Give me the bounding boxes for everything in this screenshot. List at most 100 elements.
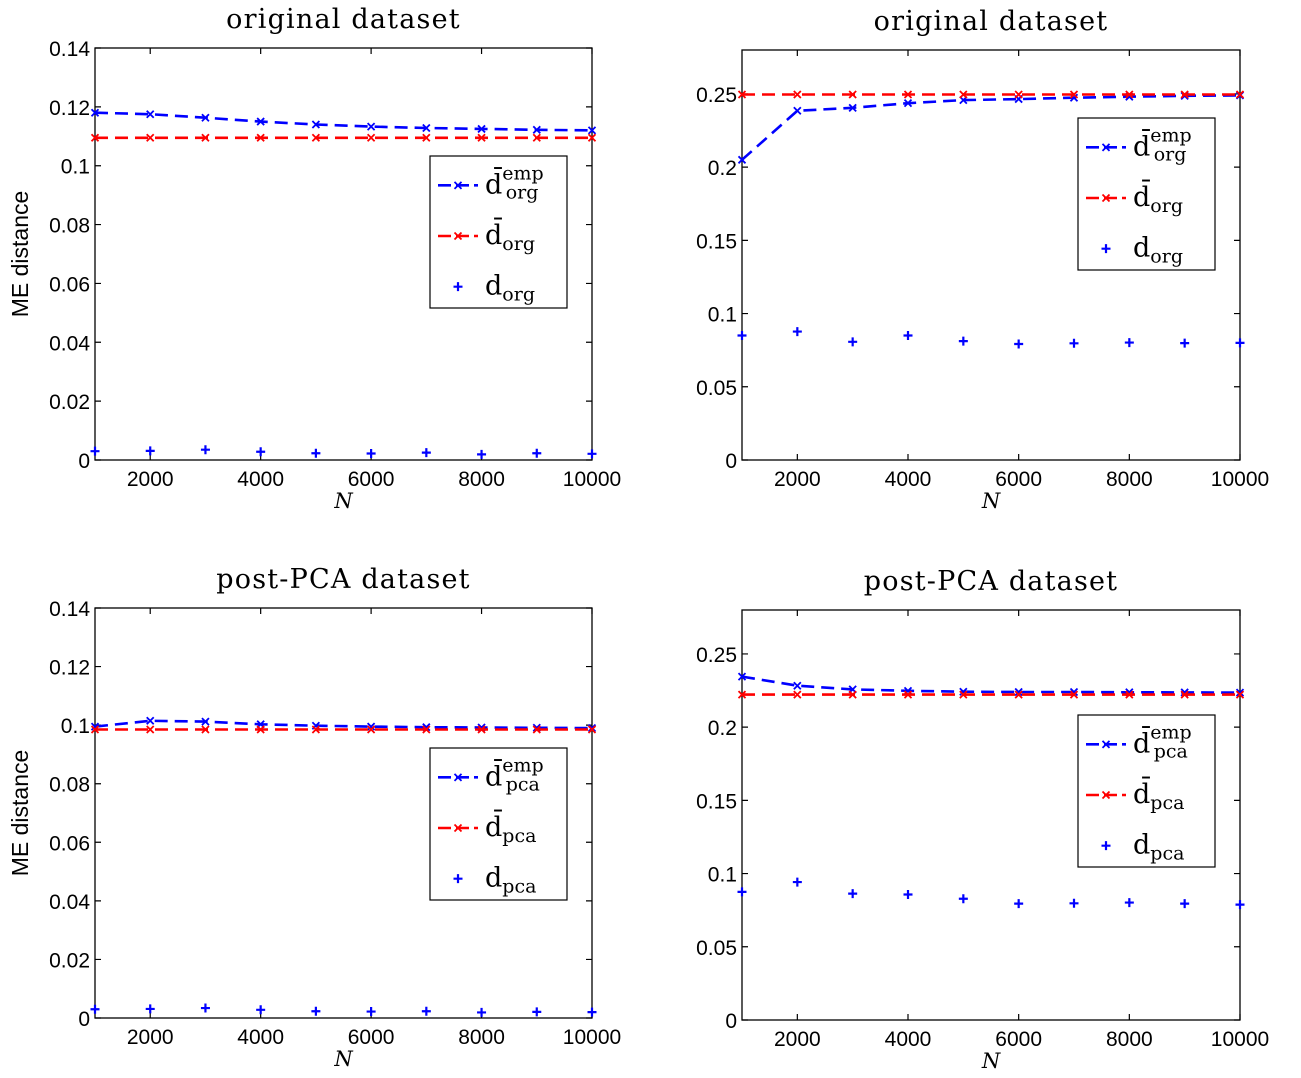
legend-entry: d̄pca: [485, 808, 536, 847]
y-axis-label: ME distance: [7, 191, 33, 318]
y-tick-label: 0.12: [49, 657, 90, 680]
legend-entry: dorg: [1133, 233, 1183, 268]
legend-marker: [453, 823, 463, 833]
data-point: [421, 448, 431, 458]
legend-entry: d̄org: [485, 216, 535, 255]
data-point: [201, 133, 210, 142]
x-tick-label: 6000: [348, 468, 395, 491]
data-point: [311, 1006, 321, 1016]
data-point: [477, 124, 486, 134]
data-point: [532, 725, 541, 734]
data-point: [848, 889, 858, 899]
data-point: [587, 723, 597, 733]
y-tick-label: 0.02: [49, 949, 90, 972]
data-point: [1069, 690, 1079, 699]
y-tick-label: 0.08: [49, 215, 90, 238]
y-tick-label: 0.08: [49, 774, 90, 797]
x-tick-label: 10000: [563, 1026, 621, 1049]
x-tick-label: 4000: [885, 1028, 932, 1051]
x-axis-label: N: [981, 1049, 1001, 1073]
subplot-2: post-PCA dataset 0 0.02 0.04 0.06 0.08 0.1 0.12…: [7, 564, 621, 1071]
x-axis-label: N: [333, 489, 353, 513]
data-point: [366, 722, 376, 731]
data-point: [1125, 690, 1134, 699]
y-axis-label: ME distance: [7, 750, 33, 877]
x-tick-label: 4000: [885, 468, 932, 491]
legend-entry: d̄org: [1133, 178, 1183, 217]
legend-entry: dorg: [485, 271, 535, 306]
series-0: [737, 672, 1245, 697]
series-1: [737, 690, 1245, 699]
legend-marker: [453, 231, 463, 241]
legend-marker: [1101, 740, 1111, 749]
y-tick-label: 0.1: [708, 864, 737, 887]
data-point: [587, 449, 597, 459]
data-point: [532, 1007, 542, 1017]
data-point: [1014, 90, 1023, 99]
data-point: [1235, 688, 1245, 697]
y-tick-label: 0.14: [49, 598, 90, 621]
data-point: [532, 448, 542, 458]
data-point: [90, 725, 100, 734]
data-point: [737, 690, 747, 699]
y-tick-label: 0.06: [49, 273, 90, 296]
legend-entry: d̄emp pca: [485, 754, 544, 795]
data-point: [792, 877, 802, 887]
data-point: [1235, 338, 1245, 348]
data-point: [311, 725, 321, 734]
data-point: [587, 1007, 597, 1017]
y-tick-label: 0.04: [49, 891, 90, 914]
data-point: [145, 1004, 155, 1014]
subplot-1: original dataset 0 0.05 0.1 0.15 0.2 0.25 2000 4…: [696, 6, 1269, 513]
data-point: [90, 108, 100, 117]
y-tick-label: 0.1: [61, 715, 90, 738]
data-point: [366, 725, 376, 734]
plot-frame: [741, 609, 1241, 1021]
data-point: [146, 716, 155, 725]
data-point: [146, 110, 155, 119]
x-tick-label: 2000: [774, 468, 821, 491]
data-point: [90, 1004, 100, 1014]
data-point: [256, 447, 266, 457]
series-line: [94, 719, 593, 730]
y-tick-label: 0.12: [49, 97, 90, 120]
series-2: [737, 327, 1245, 349]
data-point: [737, 155, 747, 164]
x-tick-label: 6000: [348, 1026, 395, 1049]
subplot-3: post-PCA dataset 0 0.05 0.1 0.15 0.2 0.25 2000 4…: [696, 566, 1269, 1073]
series-0: [90, 716, 597, 733]
data-point: [532, 125, 541, 134]
data-point: [145, 446, 155, 456]
legend-entry: d̄pca: [1133, 775, 1184, 814]
plot-frame: [741, 49, 1241, 461]
legend-box: [1077, 714, 1216, 868]
y-tick-label: 0.05: [696, 377, 737, 400]
plot-frame: [94, 607, 593, 1019]
data-point: [477, 133, 486, 142]
data-point: [1069, 338, 1079, 348]
x-tick-label: 10000: [1211, 468, 1269, 491]
data-point: [793, 106, 802, 115]
data-point: [1125, 90, 1134, 99]
data-point: [1014, 899, 1024, 909]
data-point: [1180, 690, 1189, 699]
series-line: [741, 675, 1241, 694]
data-point: [422, 133, 431, 142]
plot-frame: [94, 47, 593, 461]
data-point: [311, 448, 321, 458]
data-point: [256, 1005, 266, 1015]
data-point: [848, 103, 857, 112]
data-point: [311, 120, 321, 129]
data-point: [737, 90, 747, 99]
data-point: [366, 133, 376, 142]
data-point: [256, 133, 265, 142]
y-tick-label: 0.25: [696, 84, 737, 107]
x-tick-label: 10000: [563, 468, 621, 491]
legend-entry: dpca: [1133, 830, 1184, 865]
x-axis-label: N: [333, 1047, 353, 1071]
legend-marker: [1101, 841, 1111, 851]
data-point: [1235, 690, 1245, 699]
x-tick-label: 8000: [458, 468, 505, 491]
series-line: [741, 94, 1241, 161]
data-point: [737, 887, 747, 897]
